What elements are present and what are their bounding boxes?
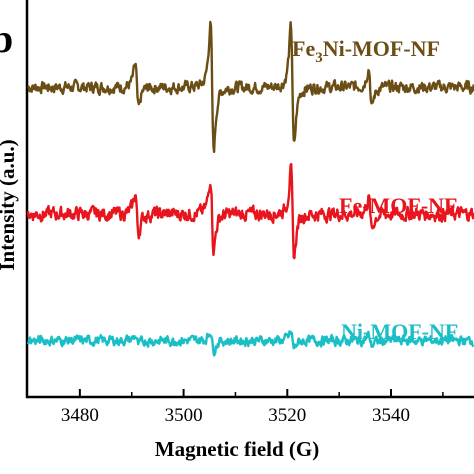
panel-label: b bbox=[0, 16, 13, 61]
label-fe3ni: Fe3Ni-MOF-NF bbox=[292, 36, 440, 66]
x-axis-label: Magnetic field (G) bbox=[155, 437, 319, 461]
trace-fe3ni-mof-nf bbox=[27, 20, 474, 154]
x-tick-label: 3500 bbox=[165, 405, 203, 426]
traces bbox=[26, 20, 474, 357]
trace-ni-mof-nf bbox=[26, 330, 474, 357]
y-axis-label: Intensity (a.u.) bbox=[0, 139, 19, 270]
x-tick-label: 3520 bbox=[268, 405, 306, 426]
x-tick-label: 3540 bbox=[372, 405, 410, 426]
trace-fe-mof-nf bbox=[26, 163, 474, 260]
label-ni: Ni-MOF-NF bbox=[341, 319, 458, 344]
x-ticks: 3480 3500 3520 3540 bbox=[61, 389, 444, 426]
label-fe: Fe-MOF-NF bbox=[339, 193, 458, 218]
x-tick-label: 3480 bbox=[61, 405, 99, 426]
